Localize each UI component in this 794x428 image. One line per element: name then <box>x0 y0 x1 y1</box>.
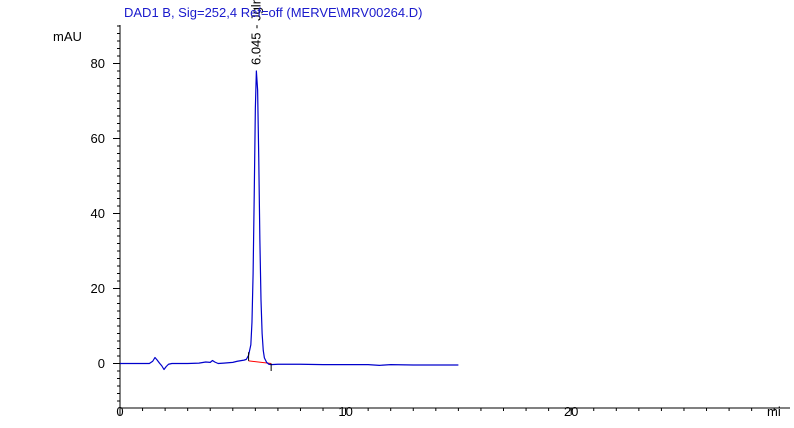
x-axis-label: mi <box>767 404 781 419</box>
peak-label: 6.045 - Jgln <box>248 0 263 65</box>
chart-title: DAD1 B, Sig=252,4 Ref=off (MERVE\MRV0026… <box>124 5 422 20</box>
y-tick-label: 0 <box>98 356 105 371</box>
annotation-layer: 6.045 - Jgln <box>248 0 263 65</box>
y-tick-label: 20 <box>91 281 105 296</box>
chromatogram-trace <box>120 70 459 371</box>
x-tick-label: 20 <box>564 404 578 419</box>
x-tick-label: 10 <box>338 404 352 419</box>
y-tick-label: 80 <box>91 56 105 71</box>
series-layer <box>120 70 459 371</box>
major-ticks <box>113 63 572 415</box>
y-axis-label: mAU <box>53 29 82 44</box>
tick-labels: 0 20 40 60 80 0 10 20 <box>91 56 579 419</box>
y-tick-label: 60 <box>91 131 105 146</box>
x-tick-label: 0 <box>116 404 123 419</box>
plot-frame <box>119 25 790 409</box>
y-tick-label: 40 <box>91 206 105 221</box>
minor-ticks <box>117 25 775 411</box>
